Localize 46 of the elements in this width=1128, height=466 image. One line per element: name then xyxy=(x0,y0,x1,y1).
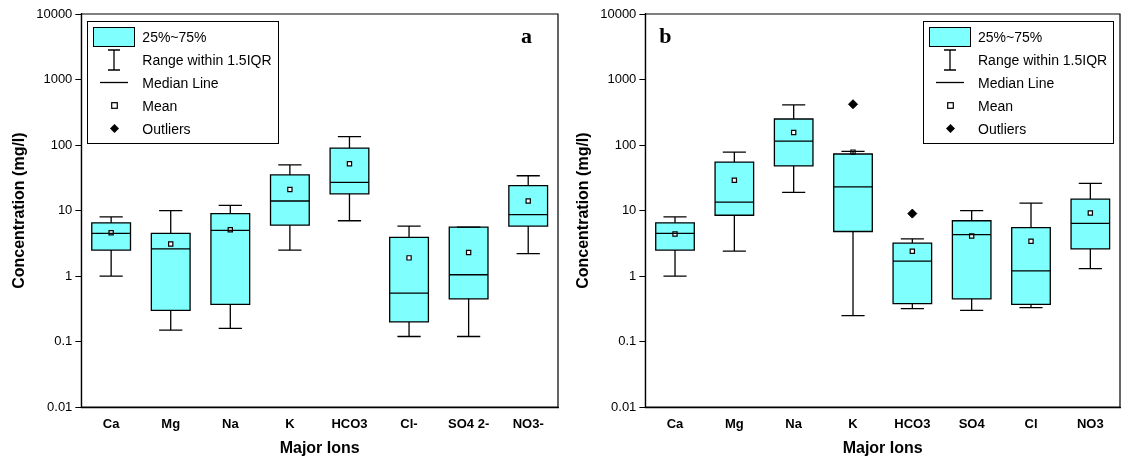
annotation: Outliers xyxy=(142,120,191,137)
y-tick-label: 0.1 xyxy=(54,333,73,349)
y-tick-label: 0.01 xyxy=(611,398,637,414)
y-axis-title: Concentration (mg/l) xyxy=(10,132,28,289)
x-tick-label: HCO3 xyxy=(894,415,931,431)
y-tick-label: 100 xyxy=(614,136,637,152)
annotation: Mean xyxy=(142,97,178,114)
x-tick-label: Na xyxy=(785,415,803,431)
y-tick-label: 0.01 xyxy=(47,398,73,414)
y-tick-label: 1 xyxy=(65,267,73,283)
y-tick-label: 1000 xyxy=(607,71,637,87)
x-tick-label: NO3- xyxy=(512,415,544,431)
annotation: Range within 1.5IQR xyxy=(142,51,272,68)
x-tick-label: HCO3 xyxy=(331,415,368,431)
y-axis-title: Concentration (mg/l) xyxy=(574,132,592,289)
x-tick-label: Cl xyxy=(1024,415,1038,431)
x-tick-label: K xyxy=(848,415,859,431)
legend-label: 25%~75% xyxy=(142,28,207,45)
x-axis-title: Major Ions xyxy=(842,438,923,456)
x-tick-label: Ca xyxy=(666,415,685,431)
y-tick-label: 1000 xyxy=(43,71,73,87)
y-tick-label: 1 xyxy=(629,267,637,283)
x-tick-label: Na xyxy=(221,415,240,431)
y-tick-label: 100 xyxy=(50,136,73,152)
x-tick-label: Cl- xyxy=(400,415,418,431)
annotation: Mean xyxy=(978,97,1014,114)
x-axis-title: Major Ions xyxy=(279,438,360,456)
annotation: Median Line xyxy=(978,74,1055,91)
legend-label: 25%~75% xyxy=(978,28,1043,45)
x-tick-label: K xyxy=(285,415,296,431)
y-tick-label: 10 xyxy=(621,202,637,218)
y-tick-label: 10000 xyxy=(36,5,73,21)
chart-title: a xyxy=(521,22,532,48)
annotation: Range within 1.5IQR xyxy=(978,51,1108,68)
y-tick-label: 0.1 xyxy=(618,333,637,349)
x-tick-label: SO4 2- xyxy=(448,415,490,431)
x-tick-label: NO3 xyxy=(1076,415,1104,431)
y-tick-label: 10000 xyxy=(600,5,637,21)
annotation: Outliers xyxy=(978,120,1027,137)
x-tick-label: SO4 xyxy=(958,415,986,431)
y-tick-label: 10 xyxy=(57,202,73,218)
x-tick-label: Mg xyxy=(724,415,744,431)
x-tick-label: Mg xyxy=(161,415,181,431)
annotation: Median Line xyxy=(142,74,219,91)
x-tick-label: Ca xyxy=(102,415,121,431)
chart-title: b xyxy=(659,22,672,48)
